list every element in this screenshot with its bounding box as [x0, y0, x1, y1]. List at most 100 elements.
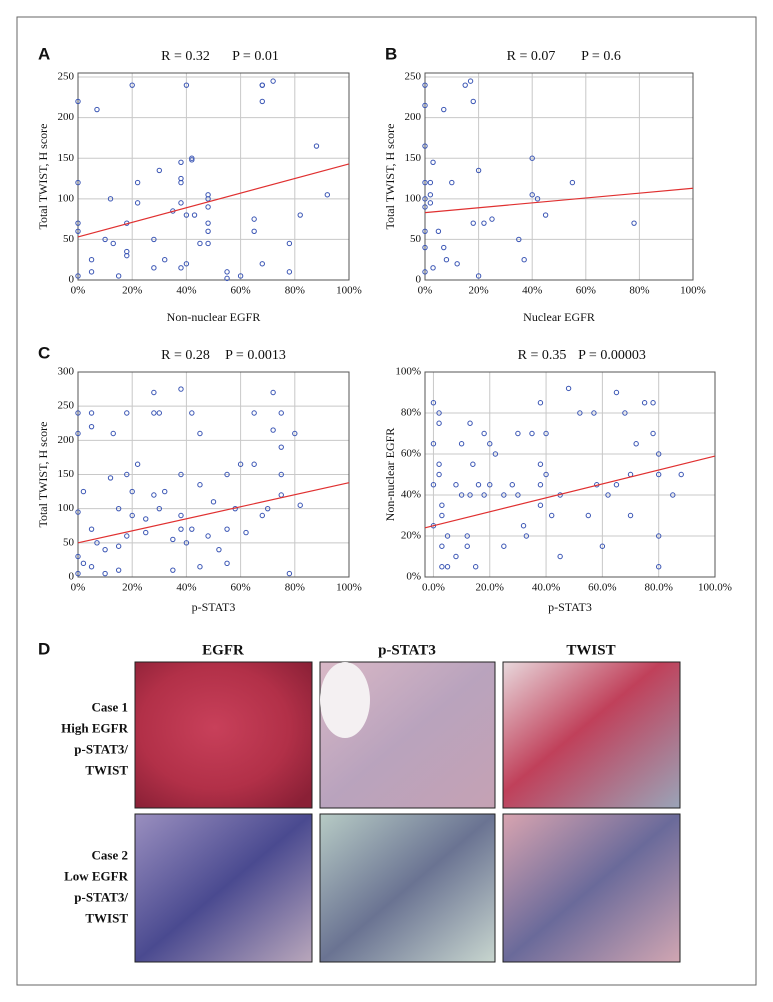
data-point — [178, 386, 184, 392]
data-point — [655, 451, 662, 457]
data-point — [197, 240, 203, 247]
y-tick-label: 100 — [58, 192, 75, 204]
row-label: Low EGFR — [64, 868, 129, 883]
data-point — [134, 200, 141, 206]
data-point — [251, 216, 257, 222]
data-point — [297, 502, 303, 508]
data-point — [297, 212, 303, 218]
x-tick-label: 0% — [71, 285, 86, 297]
data-point — [189, 155, 195, 161]
data-point — [224, 269, 230, 275]
data-point — [134, 461, 141, 467]
y-tick-label: 50 — [63, 536, 75, 548]
y-tick-label: 250 — [405, 71, 422, 83]
y-tick-label: 200 — [58, 434, 75, 446]
data-point — [454, 261, 460, 267]
data-point — [475, 482, 482, 488]
data-point — [422, 143, 428, 149]
row-label: TWIST — [85, 910, 128, 925]
data-point — [151, 236, 157, 243]
data-point — [521, 257, 527, 263]
data-point — [124, 471, 130, 478]
data-point — [622, 410, 628, 416]
data-point — [75, 430, 81, 437]
row-label: p-STAT3/ — [74, 741, 128, 756]
data-point — [422, 179, 428, 186]
y-axis-label: Non-nuclear EGFR — [383, 428, 397, 522]
x-axis-label: Non-nuclear EGFR — [167, 310, 261, 324]
x-tick-label: 60% — [231, 285, 251, 297]
data-point — [170, 567, 176, 573]
y-tick-label: 0% — [406, 571, 421, 583]
x-tick-label: 80% — [629, 285, 649, 297]
data-point — [435, 228, 442, 234]
data-point — [470, 220, 476, 226]
data-point — [529, 192, 535, 198]
x-tick-label: 60% — [231, 582, 251, 594]
data-point — [278, 410, 284, 416]
data-point — [286, 269, 293, 275]
data-point — [115, 505, 122, 512]
stat-p: P = 0.01 — [232, 49, 279, 64]
data-point — [655, 471, 662, 478]
data-point — [156, 167, 163, 174]
plot-frame — [77, 371, 350, 578]
scatter-chart: 0 50 100 150 200 250 0% 20% 40% 60% 80% 100% R = 0.0… — [383, 44, 706, 323]
data-point — [633, 441, 639, 447]
data-point — [270, 427, 276, 433]
x-tick-label: 20% — [122, 582, 142, 594]
data-point — [650, 400, 656, 406]
data-point — [430, 400, 437, 406]
data-point — [537, 502, 544, 508]
data-point — [475, 167, 482, 174]
plot-area — [424, 72, 694, 281]
data-point — [565, 385, 572, 392]
data-point — [441, 106, 447, 113]
data-point — [470, 98, 476, 105]
data-point — [427, 179, 434, 186]
stat-r: R = 0.07 — [507, 49, 556, 64]
data-point — [605, 492, 611, 498]
plot-frame — [424, 371, 716, 578]
y-tick-label: 0 — [69, 274, 75, 286]
data-point — [430, 265, 436, 271]
data-point — [183, 212, 190, 218]
data-point — [453, 482, 459, 488]
data-point — [462, 82, 468, 88]
data-point — [178, 265, 184, 271]
scatter-chart: 0% 20% 40% 60% 80% 100% 0.0% 20.0% 40.0% 60.0% 80.… — [383, 348, 732, 614]
y-tick-label: 200 — [405, 111, 422, 123]
data-point — [439, 543, 445, 549]
lumen — [320, 662, 370, 738]
plot-frame — [77, 72, 350, 281]
data-point — [88, 423, 95, 430]
data-point — [650, 430, 656, 437]
data-point — [537, 461, 544, 467]
data-point — [444, 533, 451, 539]
data-point — [427, 192, 434, 198]
x-tick-label: 20% — [122, 285, 142, 297]
data-point — [205, 240, 211, 247]
data-point — [189, 410, 195, 416]
data-point — [210, 499, 217, 505]
data-point — [151, 492, 157, 498]
data-point — [481, 220, 487, 226]
data-point — [467, 492, 473, 498]
x-tick-label: 80% — [285, 285, 305, 297]
data-point — [88, 257, 95, 263]
data-point — [88, 410, 95, 416]
data-point — [430, 441, 437, 447]
data-point — [467, 420, 473, 426]
data-point — [464, 533, 470, 539]
data-point — [270, 78, 276, 84]
stat-p: P = 0.00003 — [578, 348, 646, 363]
y-tick-label: 80% — [401, 407, 421, 419]
y-axis-label: Total TWIST, H score — [383, 123, 397, 229]
data-point — [75, 553, 81, 560]
x-tick-label: 40% — [176, 582, 196, 594]
data-point — [205, 220, 211, 226]
data-point — [641, 400, 648, 406]
data-point — [216, 546, 222, 553]
column-header: p-STAT3 — [378, 642, 436, 658]
